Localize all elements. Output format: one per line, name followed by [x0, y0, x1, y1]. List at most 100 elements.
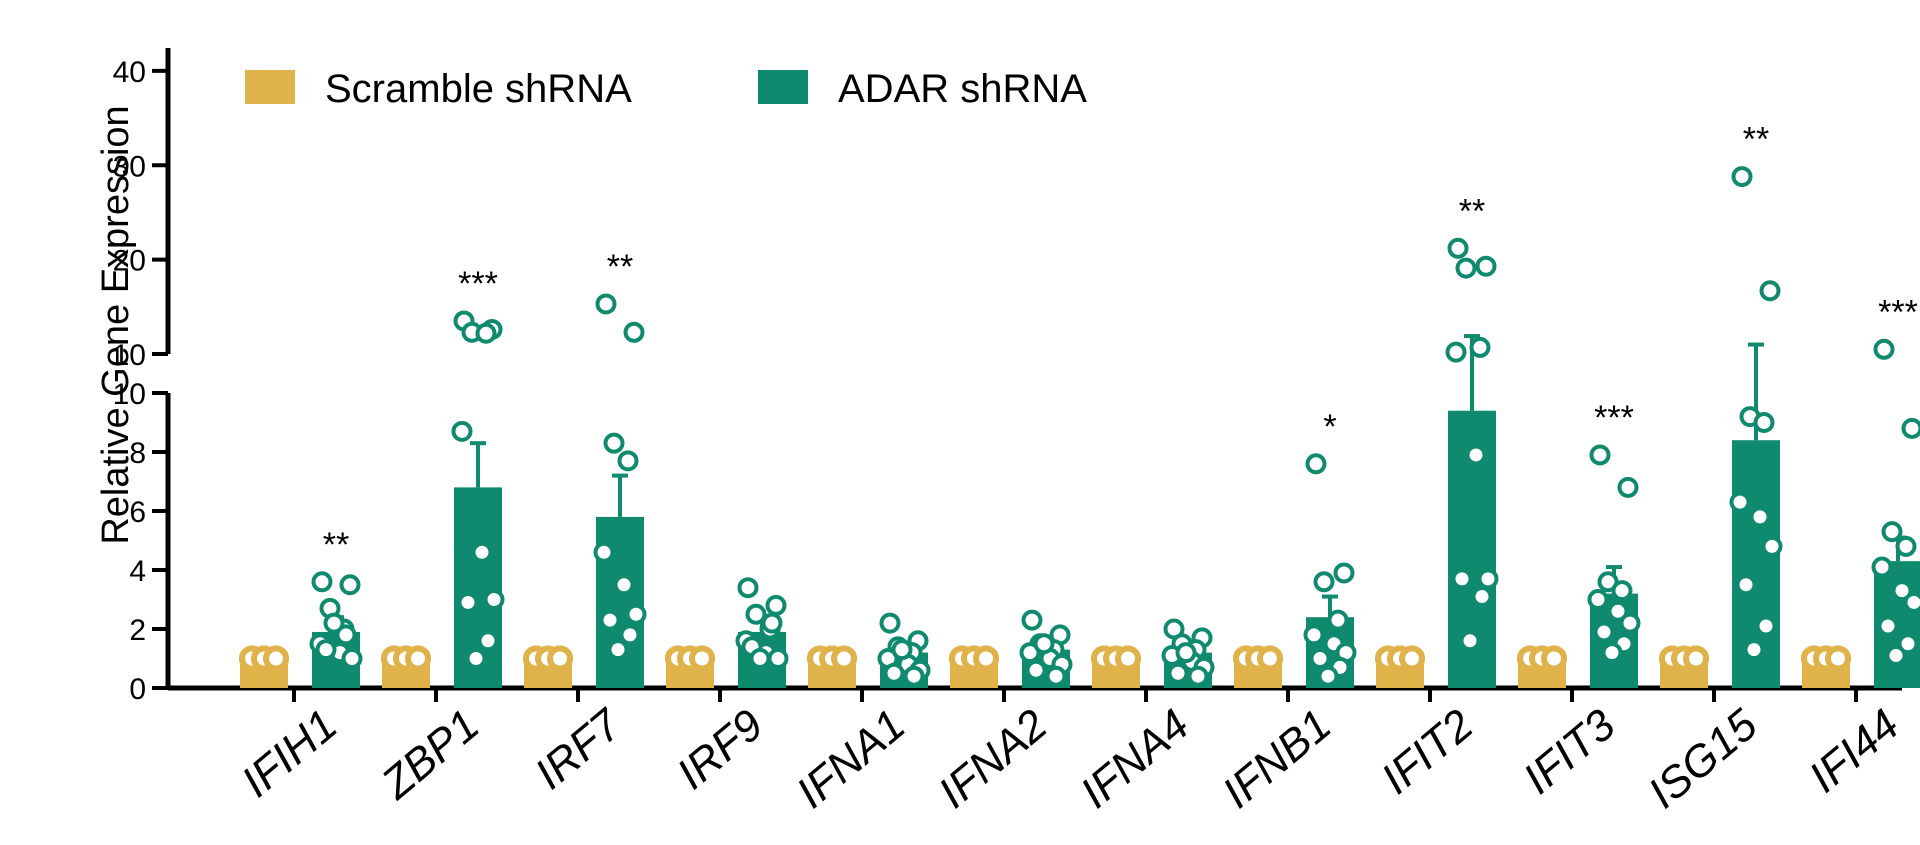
- data-point: [311, 571, 333, 593]
- data-point: [765, 594, 787, 616]
- data-point: [1587, 589, 1609, 610]
- data-point: [1619, 612, 1641, 634]
- significance-label: *: [1323, 408, 1336, 446]
- y-axis-label: Relative Gene Expression: [95, 105, 137, 544]
- data-point: [1873, 338, 1895, 360]
- x-category-label: IFIT2: [1372, 700, 1482, 804]
- data-point: [1303, 624, 1325, 646]
- data-point: [891, 639, 913, 661]
- significance-label: **: [323, 526, 349, 564]
- y-tick-label: 40: [113, 56, 146, 89]
- legend: Scramble shRNA ADAR shRNA: [245, 67, 1087, 111]
- data-point: [1901, 417, 1920, 439]
- data-point: [617, 450, 639, 472]
- data-point: [1465, 444, 1487, 466]
- data-point: [457, 591, 479, 613]
- data-point: [1469, 336, 1491, 358]
- significance-label: **: [1743, 121, 1769, 159]
- data-point: [1759, 280, 1781, 302]
- data-point: [1477, 568, 1499, 590]
- data-point: [475, 322, 497, 344]
- data-point: [1025, 659, 1047, 681]
- x-category-label: IFIT3: [1514, 700, 1625, 804]
- data-point: [831, 645, 857, 672]
- y-tick-label: 30: [113, 150, 146, 183]
- data-point: [477, 630, 499, 652]
- legend-swatch: [245, 70, 295, 104]
- y-tick-label: 0: [129, 673, 146, 706]
- data-point: [745, 603, 767, 625]
- data-point: [1175, 642, 1197, 664]
- y-tick-label: 4: [129, 555, 146, 588]
- data-point: [465, 648, 487, 669]
- data-point: [1445, 341, 1467, 363]
- data-point: [1885, 645, 1907, 667]
- y-tick-label: 10: [113, 378, 146, 411]
- data-point: [1877, 615, 1899, 637]
- data-point: [689, 645, 715, 672]
- data-point: [1607, 600, 1629, 622]
- y-tick-label: 10: [113, 339, 146, 372]
- x-category-label: IFNA2: [929, 700, 1056, 818]
- y-tick-label: 2: [129, 614, 146, 647]
- data-point: [335, 624, 357, 646]
- x-category-label: IFIH1: [233, 700, 347, 807]
- x-category-label: IFNA4: [1071, 700, 1198, 818]
- legend-swatch: [758, 70, 808, 104]
- error-bars: [328, 334, 1906, 653]
- data-point: [451, 420, 473, 442]
- significance-label: ***: [1594, 399, 1634, 437]
- data-point: [1399, 645, 1425, 672]
- significance-label: **: [607, 248, 633, 286]
- x-category-label: IRF9: [668, 700, 773, 799]
- data-point: [623, 321, 645, 343]
- data-point: [339, 574, 361, 596]
- data-point: [761, 612, 783, 634]
- x-category-label: IFNB1: [1213, 700, 1340, 818]
- data-point: [973, 645, 999, 672]
- data-point: [1327, 609, 1349, 631]
- data-point: [1257, 645, 1283, 672]
- data-point: [1753, 412, 1775, 433]
- data-point: [1617, 476, 1639, 498]
- data-point: [1305, 453, 1327, 475]
- data-point: [603, 432, 625, 454]
- data-point: [1167, 662, 1189, 684]
- data-point: [1897, 633, 1919, 655]
- data-point: [1313, 571, 1335, 593]
- x-category-label: IFI44: [1800, 700, 1908, 802]
- data-point: [1317, 665, 1339, 687]
- data-point: [1735, 574, 1757, 596]
- labels: Relative Gene Expression**IFIH1***ZBP1**…: [95, 105, 1918, 818]
- data-point: [1187, 665, 1209, 687]
- data-point: [1033, 633, 1055, 655]
- x-category-label: ZBP1: [372, 700, 489, 809]
- data-point: [593, 541, 615, 563]
- legend-label: ADAR shRNA: [838, 67, 1087, 111]
- data-point: [483, 589, 505, 610]
- significance-label: **: [1459, 192, 1485, 230]
- data-point: [1045, 665, 1067, 687]
- data-point: [1825, 645, 1851, 672]
- x-category-label: ISG15: [1639, 700, 1766, 818]
- data-point: [1601, 642, 1623, 664]
- data-point: [595, 293, 617, 315]
- data-point: [263, 645, 289, 672]
- data-point: [1683, 645, 1709, 672]
- data-point: [749, 648, 771, 669]
- data-point: [547, 645, 573, 672]
- data-point: [619, 624, 641, 646]
- data-point: [1731, 166, 1753, 188]
- data-point: [341, 648, 363, 669]
- x-category-label: IRF7: [526, 699, 632, 799]
- data-point: [879, 612, 901, 634]
- data-point: [1333, 562, 1355, 584]
- data-point: [1611, 580, 1633, 602]
- data-point: [1447, 237, 1469, 259]
- data-point: [1755, 615, 1777, 637]
- data-point: [1589, 444, 1611, 466]
- data-point: [737, 577, 759, 599]
- data-point: [599, 609, 621, 631]
- data-point: [1593, 621, 1615, 643]
